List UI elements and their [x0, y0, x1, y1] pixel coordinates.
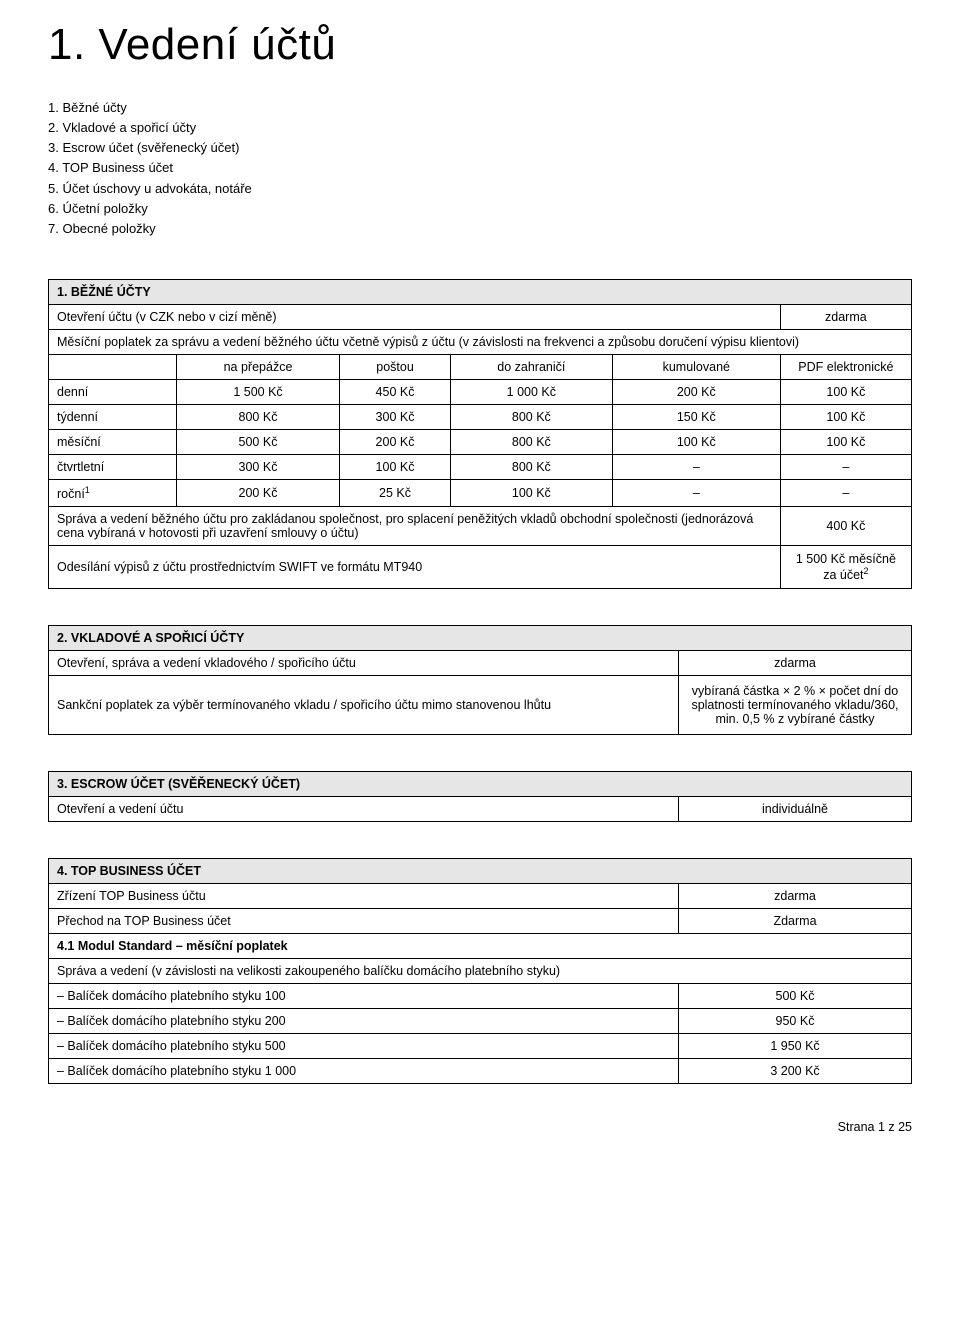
cell: – [780, 454, 911, 479]
cell: 200 Kč [340, 429, 451, 454]
cell: 1 000 Kč [450, 379, 612, 404]
open-account-value: zdarma [780, 304, 911, 329]
section-2-table: 2. VKLADOVÉ A SPOŘICÍ ÚČTY Otevření, spr… [48, 625, 912, 735]
mgmt-label: Správa a vedení běžného účtu pro zakláda… [49, 507, 781, 546]
open-account-label: Otevření účtu (v CZK nebo v cizí měně) [49, 304, 781, 329]
cell: 100 Kč [780, 404, 911, 429]
table-corner [49, 354, 177, 379]
section-1-table: 1. BĚŽNÉ ÚČTY Otevření účtu (v CZK nebo … [48, 279, 912, 589]
cell: 25 Kč [340, 479, 451, 506]
toc-item: 3. Escrow účet (svěřenecký účet) [48, 138, 912, 158]
toc-item: 6. Účetní položky [48, 199, 912, 219]
cell: – [612, 454, 780, 479]
row-label: Sankční poplatek za výběr termínovaného … [49, 676, 679, 735]
cell: 200 Kč [612, 379, 780, 404]
row-label: Otevření a vedení účtu [49, 797, 679, 822]
section-4-sub-title: 4.1 Modul Standard – měsíční poplatek [49, 934, 912, 959]
cell: – [612, 479, 780, 506]
section-4-table: 4. TOP BUSINESS ÚČET Zřízení TOP Busines… [48, 858, 912, 1084]
table-row: – Balíček domácího platebního styku 200 … [49, 1009, 912, 1034]
table-of-contents: 1. Běžné účty 2. Vkladové a spořicí účty… [48, 98, 912, 239]
mgmt-value: 400 Kč [780, 507, 911, 546]
section-3-table: 3. ESCROW ÚČET (SVĚŘENECKÝ ÚČET) Otevřen… [48, 771, 912, 822]
row-label: – Balíček domácího platebního styku 100 [49, 984, 679, 1009]
cell: – [780, 479, 911, 506]
toc-item: 4. TOP Business účet [48, 158, 912, 178]
cell: 100 Kč [340, 454, 451, 479]
section-3-title: 3. ESCROW ÚČET (SVĚŘENECKÝ ÚČET) [49, 772, 912, 797]
swift-value: 1 500 Kč měsíčně za účet2 [780, 546, 911, 589]
section-1-title: 1. BĚŽNÉ ÚČTY [49, 279, 912, 304]
column-header: poštou [340, 354, 451, 379]
cell: 100 Kč [612, 429, 780, 454]
row-value: zdarma [678, 651, 911, 676]
table-row: týdenní 800 Kč 300 Kč 800 Kč 150 Kč 100 … [49, 404, 912, 429]
cell: 200 Kč [176, 479, 339, 506]
cell: 800 Kč [450, 404, 612, 429]
table-row: – Balíček domácího platebního styku 1 00… [49, 1059, 912, 1084]
section-4-sub-desc: Správa a vedení (v závislosti na velikos… [49, 959, 912, 984]
monthly-fee-label: Měsíční poplatek za správu a vedení běžn… [49, 329, 912, 354]
row-value: 3 200 Kč [678, 1059, 911, 1084]
row-value: 500 Kč [678, 984, 911, 1009]
cell: 450 Kč [340, 379, 451, 404]
toc-item: 1. Běžné účty [48, 98, 912, 118]
table-row: čtvrtletní 300 Kč 100 Kč 800 Kč – – [49, 454, 912, 479]
row-value: 950 Kč [678, 1009, 911, 1034]
cell: 500 Kč [176, 429, 339, 454]
table-row: denní 1 500 Kč 450 Kč 1 000 Kč 200 Kč 10… [49, 379, 912, 404]
row-label: týdenní [49, 404, 177, 429]
swift-label: Odesílání výpisů z účtu prostřednictvím … [49, 546, 781, 589]
cell: 800 Kč [450, 454, 612, 479]
column-header: do zahraničí [450, 354, 612, 379]
cell: 100 Kč [780, 429, 911, 454]
row-label: roční1 [49, 479, 177, 506]
row-value: zdarma [678, 884, 911, 909]
cell: 150 Kč [612, 404, 780, 429]
table-row: – Balíček domácího platebního styku 100 … [49, 984, 912, 1009]
column-header: PDF elektronické [780, 354, 911, 379]
page-title: 1. Vedení účtů [48, 20, 912, 70]
table-row: roční1 200 Kč 25 Kč 100 Kč – – [49, 479, 912, 506]
row-value: Zdarma [678, 909, 911, 934]
row-label: Otevření, správa a vedení vkladového / s… [49, 651, 679, 676]
row-label: Zřízení TOP Business účtu [49, 884, 679, 909]
row-label: – Balíček domácího platebního styku 200 [49, 1009, 679, 1034]
column-header: na přepážce [176, 354, 339, 379]
row-label: měsíční [49, 429, 177, 454]
row-value: 1 950 Kč [678, 1034, 911, 1059]
cell: 300 Kč [176, 454, 339, 479]
row-label: – Balíček domácího platebního styku 1 00… [49, 1059, 679, 1084]
page-footer: Strana 1 z 25 [48, 1120, 912, 1134]
cell: 100 Kč [780, 379, 911, 404]
section-4-title: 4. TOP BUSINESS ÚČET [49, 859, 912, 884]
row-label: denní [49, 379, 177, 404]
column-header: kumulované [612, 354, 780, 379]
cell: 800 Kč [176, 404, 339, 429]
cell: 100 Kč [450, 479, 612, 506]
row-value: vybíraná částka × 2 % × počet dní do spl… [678, 676, 911, 735]
table-row: – Balíček domácího platebního styku 500 … [49, 1034, 912, 1059]
table-row: měsíční 500 Kč 200 Kč 800 Kč 100 Kč 100 … [49, 429, 912, 454]
toc-item: 7. Obecné položky [48, 219, 912, 239]
cell: 1 500 Kč [176, 379, 339, 404]
row-label: čtvrtletní [49, 454, 177, 479]
cell: 800 Kč [450, 429, 612, 454]
toc-item: 5. Účet úschovy u advokáta, notáře [48, 179, 912, 199]
cell: 300 Kč [340, 404, 451, 429]
section-2-title: 2. VKLADOVÉ A SPOŘICÍ ÚČTY [49, 626, 912, 651]
row-value: individuálně [678, 797, 911, 822]
row-label: Přechod na TOP Business účet [49, 909, 679, 934]
toc-item: 2. Vkladové a spořicí účty [48, 118, 912, 138]
row-label: – Balíček domácího platebního styku 500 [49, 1034, 679, 1059]
